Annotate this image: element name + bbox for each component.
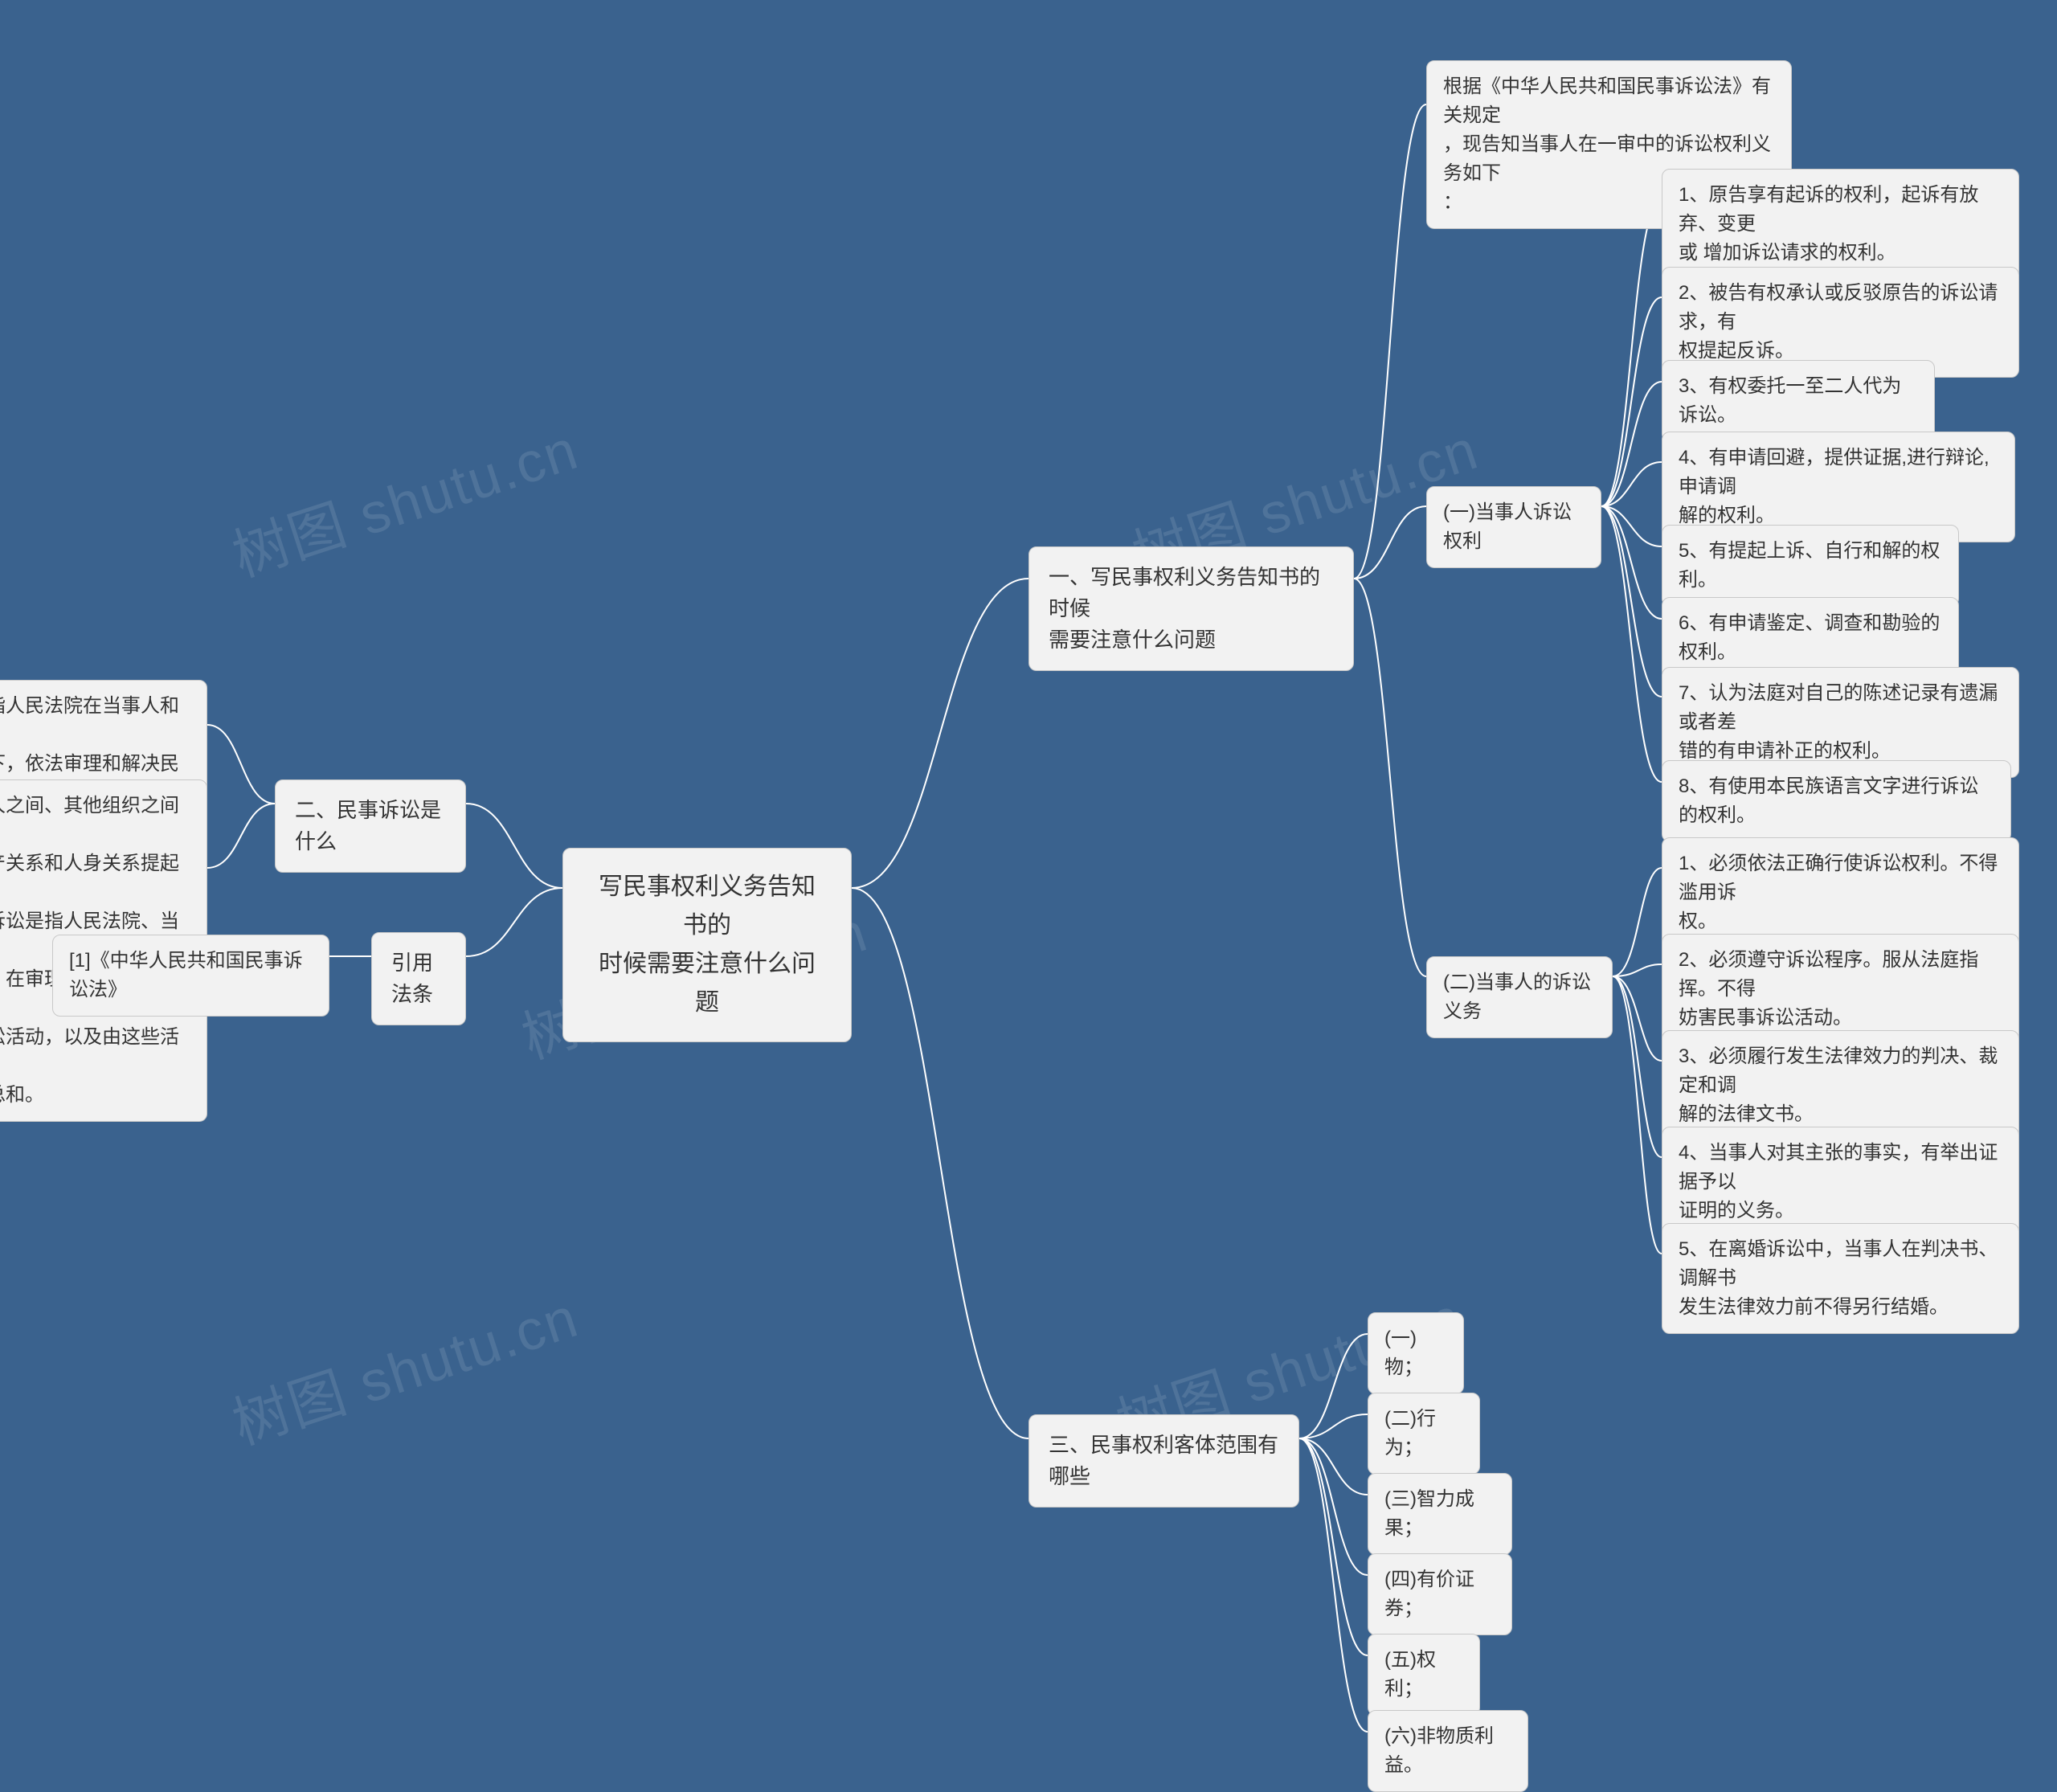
branch3-label: 三、民事权利客体范围有哪些	[1049, 1433, 1278, 1488]
sub2-item3-l2: 解的法律文书。	[1679, 1100, 2002, 1129]
branch1-node: 一、写民事权利义务告知书的时候 需要注意什么问题	[1028, 546, 1354, 671]
sub2-item4: 4、当事人对其主张的事实，有举出证据予以 证明的义务。	[1662, 1127, 2019, 1238]
branch3-item2: (二)行为；	[1368, 1393, 1480, 1475]
sub2-item5-l2: 发生法律效力前不得另行结婚。	[1679, 1293, 2002, 1322]
watermark: 树图 shutu.cn	[221, 405, 587, 593]
sub2-item3-l1: 3、必须履行发生法律效力的判决、裁定和调	[1679, 1042, 2002, 1100]
branch3-item4: (四)有价证券；	[1368, 1553, 1512, 1635]
sub1-item7-l1: 7、认为法庭对自己的陈述记录有遗漏或者差	[1679, 679, 2002, 737]
sub1-item2-l1: 2、被告有权承认或反驳原告的诉讼请求，有	[1679, 279, 2002, 337]
branch4-item1: [1]《中华人民共和国民事诉讼法》	[52, 935, 329, 1017]
sub2-item4-l1: 4、当事人对其主张的事实，有举出证据予以	[1679, 1139, 2002, 1197]
sub2-item1-l2: 权。	[1679, 907, 2002, 936]
branch4-item1-text: [1]《中华人民共和国民事诉讼法》	[69, 950, 303, 1000]
sub1-item8: 8、有使用本民族语言文字进行诉讼的权利。	[1662, 760, 2011, 842]
sub2-item4-l2: 证明的义务。	[1679, 1197, 2002, 1225]
branch4-label: 引用法条	[391, 951, 433, 1006]
sub1-item1: 1、原告享有起诉的权利，起诉有放弃、变更 或 增加诉讼请求的权利。	[1662, 169, 2019, 280]
sub2-item1-l1: 1、必须依法正确行使诉讼权利。不得滥用诉	[1679, 849, 2002, 907]
branch3-item5-text: (五)权利；	[1384, 1649, 1436, 1700]
branch1-sub2-label: (二)当事人的诉讼义务	[1443, 972, 1591, 1022]
branch4-node: 引用法条	[371, 932, 466, 1025]
branch3-item1: (一)物；	[1368, 1312, 1464, 1394]
branch3-node: 三、民事权利客体范围有哪些	[1028, 1414, 1299, 1508]
branch1-sub2: (二)当事人的诉讼义务	[1426, 956, 1613, 1038]
branch3-item3-text: (三)智力成果；	[1384, 1488, 1474, 1539]
branch3-item2-text: (二)行为；	[1384, 1408, 1436, 1459]
sub2-item5-l1: 5、在离婚诉讼中，当事人在判决书、调解书	[1679, 1235, 2002, 1293]
sub2-item3: 3、必须履行发生法律效力的判决、裁定和调 解的法律文书。	[1662, 1030, 2019, 1141]
branch2-label: 二、民事诉讼是什么	[295, 798, 441, 853]
sub2-item2-l2: 妨害民事诉讼活动。	[1679, 1004, 2002, 1033]
sub2-item5: 5、在离婚诉讼中，当事人在判决书、调解书 发生法律效力前不得另行结婚。	[1662, 1223, 2019, 1334]
center-title-line1: 写民事权利义务告知书的	[587, 868, 827, 945]
sub2-item1: 1、必须依法正确行使诉讼权利。不得滥用诉 权。	[1662, 837, 2019, 948]
branch3-item1-text: (一)物；	[1384, 1328, 1423, 1378]
sub1-item1-l2: 或 增加诉讼请求的权利。	[1679, 239, 2002, 268]
branch3-item5: (五)权利；	[1368, 1634, 1480, 1716]
branch2-node: 二、民事诉讼是什么	[275, 779, 466, 873]
center-title-line2: 时候需要注意什么问题	[587, 945, 827, 1022]
branch3-item4-text: (四)有价证券；	[1384, 1569, 1474, 1619]
sub1-item8-text: 8、有使用本民族语言文字进行诉讼的权利。	[1679, 775, 1978, 826]
sub2-item2: 2、必须遵守诉讼程序。服从法庭指挥。不得 妨害民事诉讼活动。	[1662, 934, 2019, 1045]
branch2-item2-l2: 相互之间因财产关系和人身关系提起的诉讼。	[0, 849, 190, 907]
sub1-item4-l1: 4、有申请回避，提供证据,进行辩论,申请调	[1679, 444, 1998, 501]
branch3-item6-text: (六)非物质利益。	[1384, 1725, 1494, 1776]
branch1-intro-l1: 根据《中华人民共和国民事诉讼法》有关规定	[1443, 72, 1775, 130]
sub1-item6-text: 6、有申请鉴定、调查和勘验的权利。	[1679, 612, 1940, 663]
branch1-sub1: (一)当事人诉讼权利	[1426, 486, 1601, 568]
sub1-item5-text: 5、有提起上诉、自行和解的权利。	[1679, 540, 1940, 591]
branch2-item1-l1: 民事诉讼，是指人民法院在当事人和全体诉讼	[0, 692, 190, 750]
branch3-item3: (三)智力成果；	[1368, 1473, 1512, 1555]
sub1-item3-text: 3、有权委托一至二人代为诉讼。	[1679, 375, 1901, 426]
sub2-item2-l1: 2、必须遵守诉讼程序。服从法庭指挥。不得	[1679, 946, 2002, 1004]
sub1-item5: 5、有提起上诉、自行和解的权利。	[1662, 525, 1959, 607]
sub1-item1-l1: 1、原告享有起诉的权利，起诉有放弃、变更	[1679, 181, 2002, 239]
branch1-line2: 需要注意什么问题	[1049, 624, 1334, 656]
center-node: 写民事权利义务告知书的 时候需要注意什么问题	[562, 848, 852, 1042]
branch1-line1: 一、写民事权利义务告知书的时候	[1049, 562, 1334, 624]
watermark: 树图 shutu.cn	[221, 1273, 587, 1461]
branch2-item2-l6: 得各种关系的总和。	[0, 1081, 190, 1110]
branch2-item2-l5: 进行的各种诉讼活动，以及由这些活动所产生	[0, 1023, 190, 1081]
branch1-sub1-label: (一)当事人诉讼权利	[1443, 501, 1572, 552]
branch2-item2-l1: 公民之间、法人之间、其他组织之间以及他们	[0, 792, 190, 849]
branch3-item6: (六)非物质利益。	[1368, 1710, 1528, 1792]
sub1-item3: 3、有权委托一至二人代为诉讼。	[1662, 360, 1935, 442]
